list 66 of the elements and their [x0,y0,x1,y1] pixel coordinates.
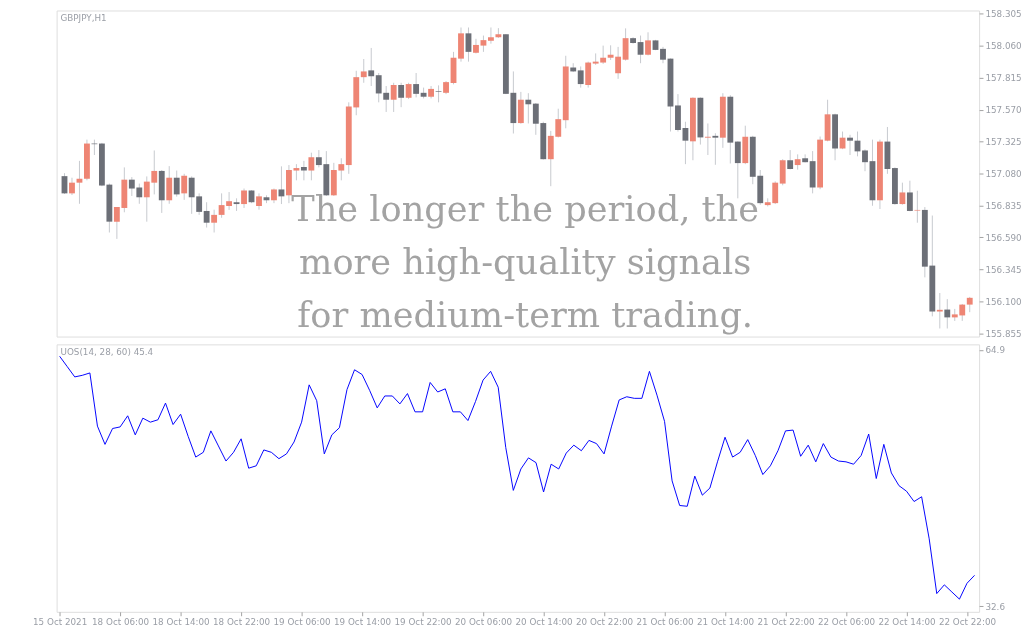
candlestick [802,153,809,163]
candlestick [233,197,240,212]
y-tick-label: 64.9 [985,345,1005,356]
candlestick [517,91,524,125]
candlestick [712,132,719,166]
y-tick-label: 157.325 [985,137,1022,147]
x-tick-label: 20 Oct 14:00 [515,617,573,628]
candlestick [585,61,592,89]
candlestick [300,160,307,181]
candlestick [944,298,951,329]
candlestick [862,148,868,172]
x-tick-label: 19 Oct 14:00 [334,617,392,628]
x-tick-label: 19 Oct 06:00 [273,617,331,628]
candlestick [704,122,711,156]
x-tick-label: 22 Oct 06:00 [817,617,876,628]
x-tick-label: 22 Oct 22:00 [938,617,997,628]
x-tick-label: 19 Oct 22:00 [394,617,452,628]
candlestick [914,190,921,224]
candlestick [368,47,375,87]
annotation: The longer the period, the more high-quality signals for medium-term trading. [291,188,760,335]
x-tick-label: 18 Oct 14:00 [152,617,210,628]
y-tick-label: 158.305 [985,9,1022,20]
y-tick-label: 158.060 [985,41,1022,52]
candlestick [383,85,390,113]
candlestick [488,26,494,45]
candlestick [375,72,382,103]
candlestick [173,170,180,198]
y-tick-label: 157.570 [985,105,1022,116]
x-tick-label: 18 Oct 22:00 [213,617,271,628]
candlestick [360,58,367,84]
candlestick [577,65,584,89]
x-tick-label: 20 Oct 22:00 [575,617,634,628]
candlestick [435,84,442,103]
candlestick [936,292,943,329]
y-tick-label: 156.835 [985,200,1022,211]
candlestick [847,134,853,156]
x-tick-label: 21 Oct 14:00 [696,617,755,628]
line-series [59,355,976,600]
candlestick [779,158,786,186]
candlestick [308,152,315,181]
candlestick [390,82,397,113]
y-tick-label: 157.815 [985,73,1022,84]
candlestick [241,188,247,209]
candlestick [398,82,405,108]
x-tick-label: 21 Oct 22:00 [757,617,815,628]
y-tick-label: 32.6 [985,601,1006,612]
y-tick-label: 157.080 [985,168,1022,179]
candlestick [181,173,188,201]
x-tick-label: 15 Oct 2021 [33,617,88,628]
y-tick-label: 156.345 [985,264,1022,275]
x-tick-label: 21 Oct 06:00 [636,617,694,628]
y-tick-label: 156.100 [985,296,1022,307]
y-tick-label: 156.590 [985,232,1022,243]
x-tick-label: 22 Oct 14:00 [878,617,936,628]
y-tick-label: 155.855 [985,328,1022,339]
chart-title: GBPJPY,H1 [60,13,107,24]
candlestick [413,72,420,98]
candlestick [622,27,629,62]
candlestick [906,180,913,212]
candlestick [211,209,218,233]
chart-title: UOS(14, 28, 60) 45.4 [60,347,154,358]
candlestick [203,201,210,229]
candlestick [899,182,906,206]
x-tick-label: 20 Oct 06:00 [454,617,513,628]
x-tick-label: 18 Oct 06:00 [92,617,150,628]
candlestick [166,165,173,205]
